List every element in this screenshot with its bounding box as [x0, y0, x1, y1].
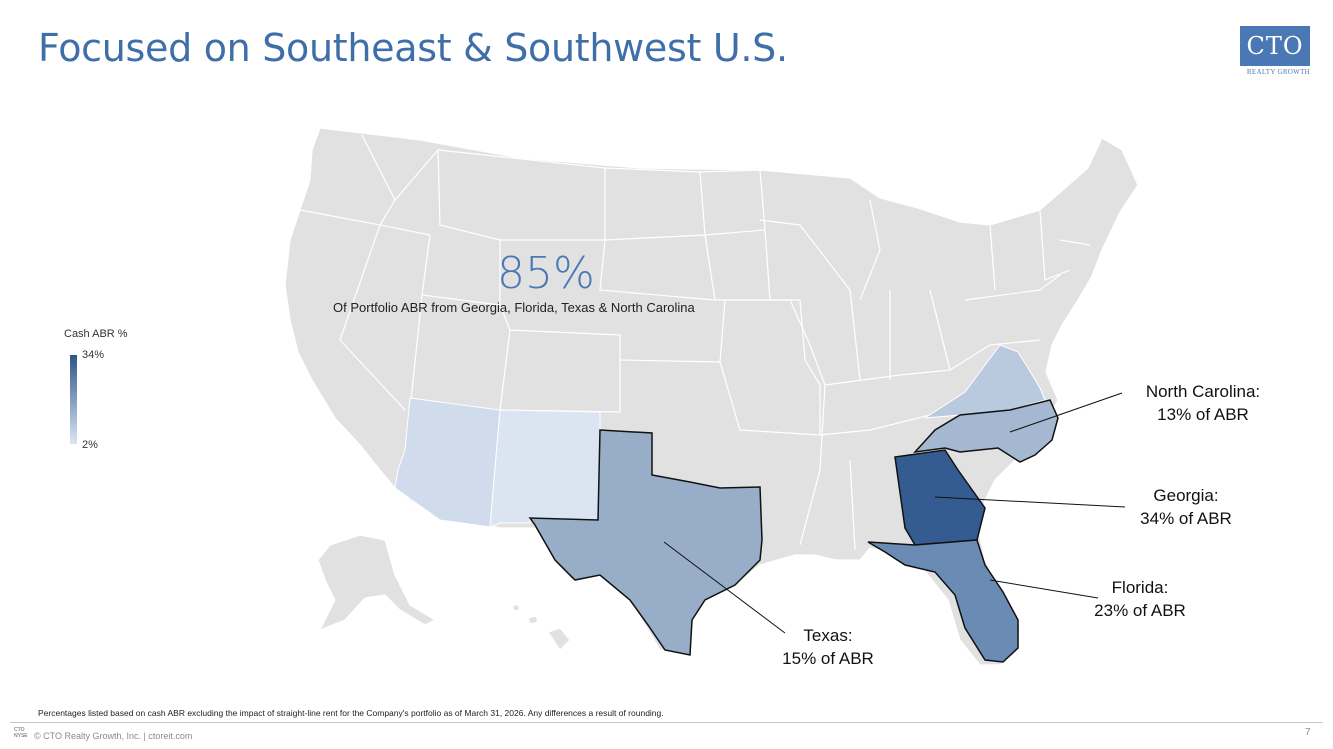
state-texas — [528, 429, 763, 656]
legend-color-scale — [70, 355, 77, 444]
callout-value: 13% of ABR — [1157, 405, 1249, 424]
footnote: Percentages listed based on cash ABR exc… — [38, 708, 664, 718]
state-florida — [867, 539, 1019, 663]
logo-mark: CTO — [1240, 26, 1310, 66]
callout-texas: Texas: 15% of ABR — [768, 624, 888, 670]
callout-value: 34% of ABR — [1140, 509, 1232, 528]
leader-north-carolina — [1009, 392, 1123, 433]
company-logo: CTO REALTY GROWTH — [1240, 26, 1310, 78]
portfolio-stat-description: Of Portfolio ABR from Georgia, Florida, … — [333, 300, 695, 315]
legend-min-label: 2% — [82, 439, 98, 451]
page-title: Focused on Southeast & Southwest U.S. — [38, 26, 788, 70]
state-alaska — [317, 534, 437, 632]
portfolio-stat-value: 85% — [497, 248, 595, 299]
callout-value: 15% of ABR — [782, 649, 874, 668]
leader-georgia — [934, 496, 1126, 508]
leader-florida — [989, 579, 1099, 599]
callout-florida: Florida: 23% of ABR — [1080, 576, 1200, 622]
state-north-carolina — [913, 399, 1059, 463]
callout-name: Texas: — [803, 626, 853, 645]
leader-texas — [663, 541, 786, 634]
state-borders — [299, 134, 1091, 551]
legend-title: Cash ABR % — [64, 328, 128, 340]
state-hawaii — [511, 603, 571, 651]
legend-max-label: 34% — [82, 349, 105, 361]
footer-logo-line1: CTO — [14, 727, 25, 733]
callout-name: North Carolina: — [1145, 382, 1261, 401]
state-new-mexico — [489, 409, 601, 528]
page-number: 7 — [1305, 727, 1311, 738]
callout-north-carolina: North Carolina: 13% of ABR — [1128, 380, 1278, 426]
callout-name: Florida: — [1111, 578, 1169, 597]
callout-name: Georgia: — [1153, 486, 1219, 505]
state-arizona — [394, 397, 501, 528]
callout-georgia: Georgia: 34% of ABR — [1126, 484, 1246, 530]
copyright-text: © CTO Realty Growth, Inc. | ctoreit.com — [34, 731, 193, 741]
logo-subtext: REALTY GROWTH — [1246, 68, 1310, 76]
footer-logo-line2: NYSE — [14, 733, 28, 739]
footer-logo: CTO NYSE — [14, 727, 28, 739]
footer-divider — [10, 722, 1323, 723]
callout-value: 23% of ABR — [1094, 601, 1186, 620]
